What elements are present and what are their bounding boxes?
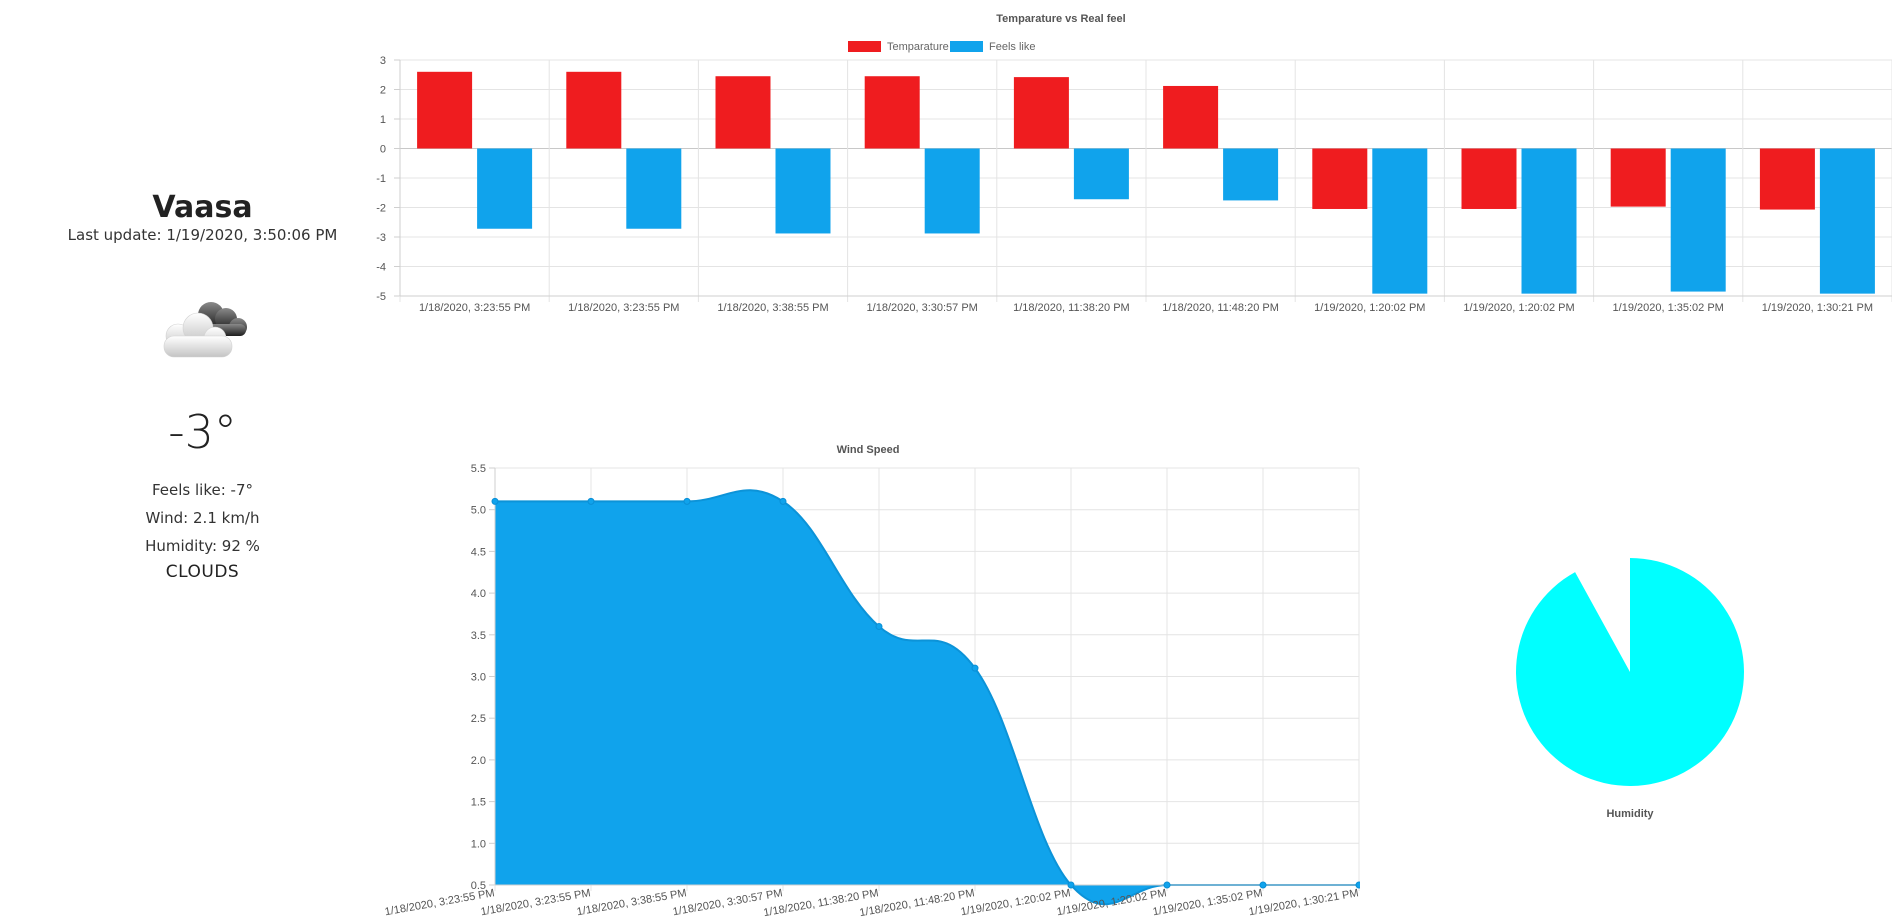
temperature-bar xyxy=(1759,148,1815,210)
x-tick-label: 1/18/2020, 11:48:20 PM xyxy=(1162,302,1279,314)
feels-like-bar xyxy=(1819,148,1875,294)
y-tick-label: 4.0 xyxy=(471,588,486,600)
temperature-bar xyxy=(1163,85,1219,149)
feels-like-bar xyxy=(1670,148,1726,292)
y-tick-label: 1 xyxy=(380,114,386,126)
last-update: Last update: 1/19/2020, 3:50:06 PM xyxy=(67,226,338,244)
humidity-slice xyxy=(1516,558,1744,786)
y-tick-label: 5.5 xyxy=(471,463,486,475)
chart-title: Wind Speed xyxy=(837,444,900,456)
city-name: Vaasa xyxy=(152,190,253,225)
x-tick-label: 1/18/2020, 3:30:57 PM xyxy=(867,302,978,314)
wind-area xyxy=(495,490,1359,905)
y-tick-label: -1 xyxy=(376,173,386,185)
legend-swatch xyxy=(950,41,983,52)
wind-point xyxy=(491,497,499,505)
wind-point xyxy=(971,664,979,672)
wind-point xyxy=(1163,881,1171,889)
legend-label: Feels like xyxy=(989,41,1035,53)
x-tick-label: 1/19/2020, 1:20:02 PM xyxy=(960,887,1072,918)
x-tick-label: 1/19/2020, 1:20:02 PM xyxy=(1463,302,1574,314)
y-tick-label: -4 xyxy=(376,262,386,274)
y-tick-label: -2 xyxy=(376,203,386,215)
y-tick-label: 3.0 xyxy=(471,672,486,684)
temperature-bar xyxy=(417,71,473,149)
x-tick-label: 1/18/2020, 3:23:55 PM xyxy=(568,302,679,314)
y-tick-label: 2 xyxy=(380,85,386,97)
feels-like-bar xyxy=(1372,148,1428,294)
y-tick-label: 1.5 xyxy=(471,797,486,809)
legend-label: Temparature xyxy=(887,41,949,53)
x-tick-label: 1/18/2020, 11:38:20 PM xyxy=(1013,302,1130,314)
x-tick-label: 1/19/2020, 1:35:02 PM xyxy=(1613,302,1724,314)
wind-point xyxy=(683,497,691,505)
humidity-pie-chart: Humidity xyxy=(1516,558,1744,820)
feels-like-bar xyxy=(626,148,682,229)
wind-text: Wind: 2.1 km/h xyxy=(145,509,260,527)
x-tick-label: 1/19/2020, 1:30:21 PM xyxy=(1762,302,1873,314)
y-tick-label: 4.5 xyxy=(471,546,486,558)
feels-like-bar xyxy=(1521,148,1577,294)
temperature-bar xyxy=(864,76,920,149)
temperature-bar xyxy=(1312,148,1368,209)
wind-point xyxy=(1355,881,1360,889)
temperature-bar xyxy=(1013,77,1069,149)
x-tick-label: 1/19/2020, 1:20:02 PM xyxy=(1314,302,1425,314)
chart-title: Temparature vs Real feel xyxy=(996,13,1125,25)
temperature-bar xyxy=(566,71,622,149)
wind-point xyxy=(587,497,595,505)
x-tick-label: 1/18/2020, 3:23:55 PM xyxy=(419,302,530,314)
feels-like-bar xyxy=(1223,148,1279,201)
feels-like-bar xyxy=(924,148,980,234)
feels-like-bar xyxy=(1073,148,1129,200)
y-tick-label: 1.0 xyxy=(471,838,486,850)
x-tick-label: 1/18/2020, 3:38:55 PM xyxy=(576,887,688,918)
feels-like-bar xyxy=(775,148,831,234)
feels-like-text: Feels like: -7° xyxy=(151,481,253,499)
y-tick-label: 2.0 xyxy=(471,755,486,767)
humidity-text: Humidity: 92 % xyxy=(145,537,260,555)
clouds-icon xyxy=(163,302,247,358)
y-tick-label: -3 xyxy=(376,232,386,244)
x-tick-label: 1/18/2020, 3:23:55 PM xyxy=(480,887,592,918)
y-tick-label: 2.5 xyxy=(471,713,486,725)
y-tick-label: 0 xyxy=(380,144,386,156)
y-tick-label: 3 xyxy=(380,55,386,67)
weather-panel: Vaasa Last update: 1/19/2020, 3:50:06 PM xyxy=(40,190,365,582)
temperature-bar xyxy=(1610,148,1666,207)
temperature-bar-chart: Temparature vs Real feel Temparature Feels… xyxy=(376,13,1892,314)
legend-swatch xyxy=(848,41,881,52)
y-tick-label: 0.5 xyxy=(471,880,486,892)
chart-title: Humidity xyxy=(1606,808,1654,820)
wind-point xyxy=(875,622,883,630)
feels-like-bar xyxy=(477,148,533,229)
wind-point xyxy=(779,497,787,505)
y-tick-label: 3.5 xyxy=(471,630,486,642)
x-tick-label: 1/18/2020, 3:23:55 PM xyxy=(384,887,496,918)
y-tick-label: -5 xyxy=(376,291,386,303)
x-tick-label: 1/19/2020, 1:35:02 PM xyxy=(1152,887,1264,918)
x-tick-label: 1/18/2020, 3:38:55 PM xyxy=(717,302,828,314)
x-tick-label: 1/19/2020, 1:30:21 PM xyxy=(1248,887,1360,918)
wind-point xyxy=(1259,881,1267,889)
y-tick-label: 5.0 xyxy=(471,505,486,517)
weather-condition: CLOUDS xyxy=(165,562,240,582)
wind-point xyxy=(1067,881,1075,889)
temperature-value: -3° xyxy=(168,405,237,459)
wind-speed-chart: Wind Speed 5.5 5.0 4.5 4.0 3.5 3.0 2.5 2.0 1.5 1.0… xyxy=(384,444,1360,919)
temperature-bar xyxy=(1461,148,1517,209)
temperature-bar xyxy=(715,76,771,149)
